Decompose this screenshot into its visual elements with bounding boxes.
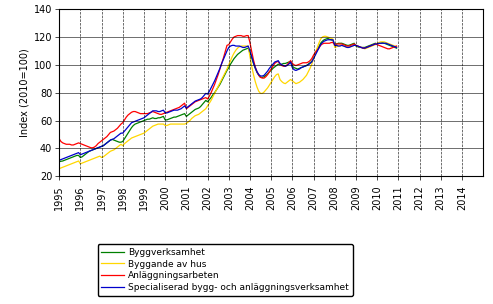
Byggverksamhet bbox=[97, 145, 103, 149]
Byggverksamhet bbox=[268, 69, 274, 72]
Byggverksamhet bbox=[249, 56, 255, 60]
Anläggningsarbeten bbox=[198, 98, 204, 102]
Byggverksamhet bbox=[325, 36, 331, 40]
Anläggningsarbeten bbox=[228, 40, 234, 44]
Specialiserad bygg- och anläggningsverksamhet bbox=[393, 46, 399, 49]
Byggverksamhet bbox=[226, 66, 232, 70]
Byggande av hus bbox=[196, 112, 202, 116]
Anläggningsarbeten bbox=[393, 44, 399, 48]
Anläggningsarbeten bbox=[88, 146, 94, 150]
Line: Anläggningsarbeten: Anläggningsarbeten bbox=[59, 36, 396, 148]
Specialiserad bygg- och anläggningsverksamhet bbox=[249, 55, 255, 58]
Byggande av hus bbox=[97, 154, 103, 158]
Line: Byggande av hus: Byggande av hus bbox=[59, 36, 396, 169]
Byggande av hus bbox=[56, 167, 62, 171]
Byggande av hus bbox=[321, 34, 327, 38]
Legend: Byggverksamhet, Byggande av hus, Anläggningsarbeten, Specialiserad bygg- och anl: Byggverksamhet, Byggande av hus, Anläggn… bbox=[98, 244, 352, 296]
Line: Byggverksamhet: Byggverksamhet bbox=[59, 38, 396, 162]
Specialiserad bygg- och anläggningsverksamhet bbox=[192, 99, 198, 103]
Specialiserad bygg- och anläggningsverksamhet bbox=[56, 158, 62, 162]
Anläggningsarbeten bbox=[56, 137, 62, 140]
Specialiserad bygg- och anläggningsverksamhet bbox=[325, 38, 331, 42]
Anläggningsarbeten bbox=[99, 139, 105, 143]
Anläggningsarbeten bbox=[194, 99, 200, 103]
Specialiserad bygg- och anläggningsverksamhet bbox=[196, 98, 202, 102]
Byggande av hus bbox=[226, 63, 232, 67]
Specialiserad bygg- och anläggningsverksamhet bbox=[226, 46, 232, 49]
Anläggningsarbeten bbox=[235, 34, 241, 37]
Y-axis label: Index (2010=100): Index (2010=100) bbox=[20, 48, 30, 137]
Byggande av hus bbox=[393, 45, 399, 49]
Anläggningsarbeten bbox=[252, 65, 258, 69]
Byggande av hus bbox=[192, 114, 198, 118]
Line: Specialiserad bygg- och anläggningsverksamhet: Specialiserad bygg- och anläggningsverks… bbox=[59, 40, 396, 160]
Byggverksamhet bbox=[393, 46, 399, 50]
Specialiserad bygg- och anläggningsverksamhet bbox=[268, 64, 274, 68]
Specialiserad bygg- och anläggningsverksamhet bbox=[97, 145, 103, 149]
Anläggningsarbeten bbox=[272, 62, 278, 65]
Byggande av hus bbox=[268, 81, 274, 84]
Byggverksamhet bbox=[56, 160, 62, 164]
Byggverksamhet bbox=[192, 108, 198, 111]
Byggande av hus bbox=[249, 64, 255, 68]
Byggverksamhet bbox=[196, 106, 202, 110]
